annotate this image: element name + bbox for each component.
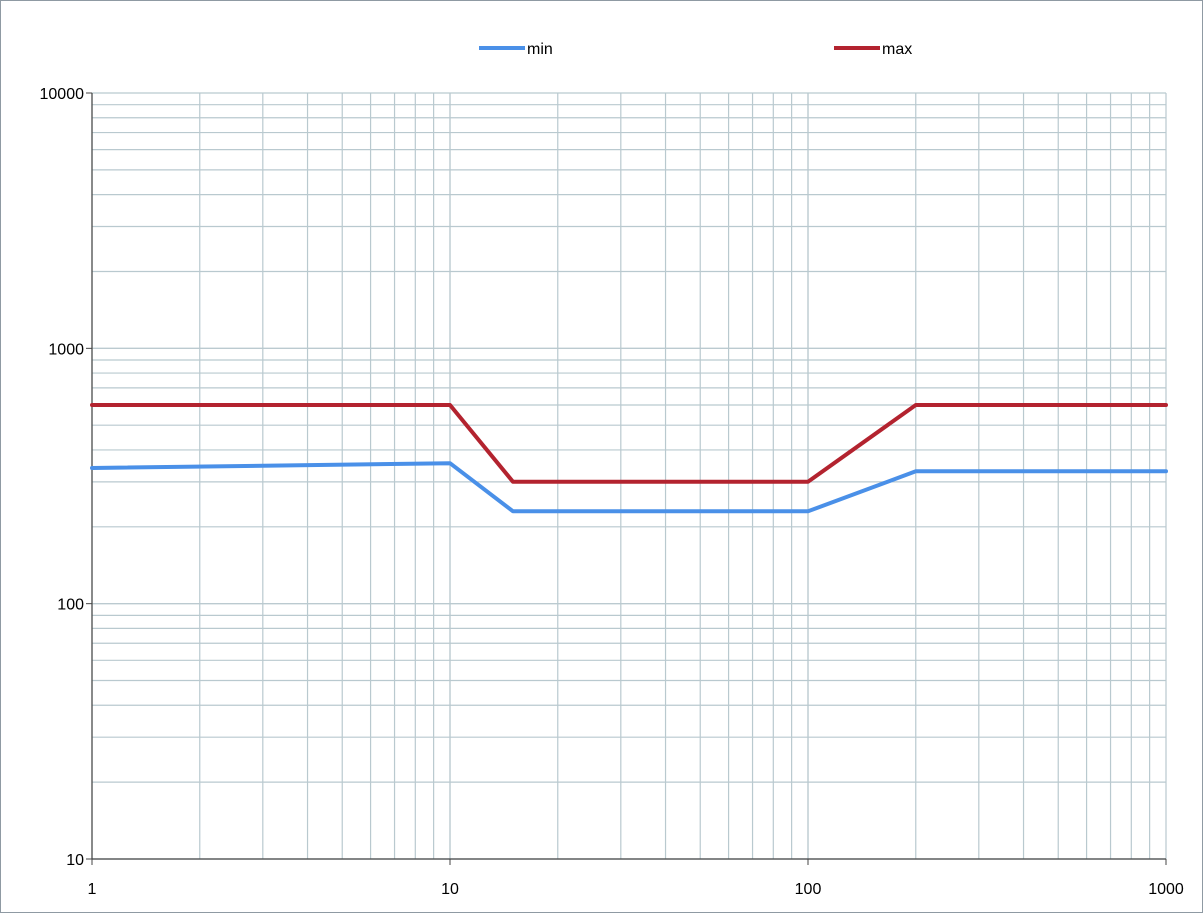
x-tick-label: 100 bbox=[795, 881, 822, 898]
series-line-min bbox=[90, 461, 1168, 514]
y-tick-label: 10 bbox=[66, 852, 84, 869]
legend: min max bbox=[479, 41, 912, 58]
series-line-max bbox=[90, 403, 1168, 484]
x-tick-label: 1 bbox=[88, 881, 97, 898]
x-tick-label: 10 bbox=[441, 881, 459, 898]
legend-label-max: max bbox=[882, 41, 912, 58]
axes bbox=[86, 92, 1167, 865]
series bbox=[90, 403, 1168, 514]
y-tick-label: 1000 bbox=[48, 341, 84, 358]
y-tick-label: 10000 bbox=[40, 86, 85, 103]
x-tick-label: 1000 bbox=[1148, 881, 1184, 898]
y-tick-label: 100 bbox=[57, 597, 84, 614]
legend-label-min: min bbox=[527, 41, 553, 58]
grid bbox=[91, 92, 1167, 860]
